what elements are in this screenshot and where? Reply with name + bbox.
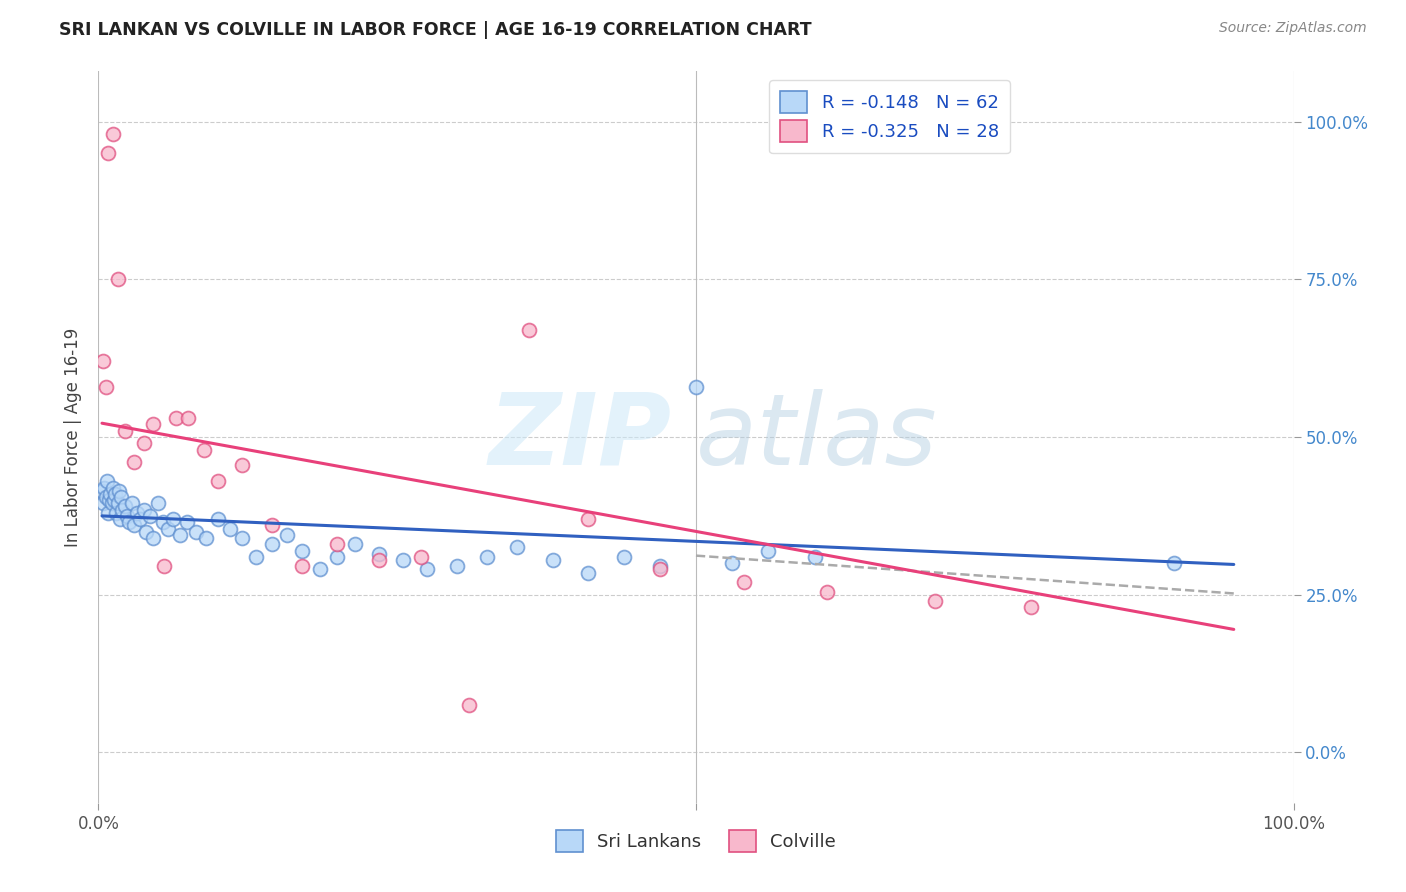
- Point: [162, 512, 184, 526]
- Point: [93, 481, 115, 495]
- Point: [115, 508, 138, 523]
- Point: [118, 515, 141, 529]
- Point: [721, 556, 744, 570]
- Point: [94, 379, 117, 393]
- Point: [110, 490, 132, 504]
- Point: [195, 531, 218, 545]
- Point: [103, 493, 125, 508]
- Point: [231, 458, 253, 473]
- Text: atlas: atlas: [696, 389, 938, 485]
- Point: [804, 549, 827, 564]
- Point: [368, 553, 391, 567]
- Point: [219, 521, 242, 535]
- Point: [815, 584, 838, 599]
- Point: [124, 518, 146, 533]
- Text: ZIP: ZIP: [489, 389, 672, 485]
- Point: [260, 518, 283, 533]
- Point: [107, 496, 129, 510]
- Point: [458, 698, 481, 712]
- Point: [578, 512, 600, 526]
- Point: [260, 537, 283, 551]
- Point: [648, 559, 672, 574]
- Point: [114, 424, 136, 438]
- Point: [132, 502, 155, 516]
- Point: [291, 543, 314, 558]
- Point: [392, 553, 415, 567]
- Point: [475, 549, 498, 564]
- Point: [1163, 556, 1185, 570]
- Point: [685, 379, 707, 393]
- Point: [446, 559, 468, 574]
- Point: [121, 496, 143, 510]
- Point: [506, 541, 529, 555]
- Point: [94, 490, 117, 504]
- Legend: Sri Lankans, Colville: Sri Lankans, Colville: [548, 823, 844, 860]
- Point: [416, 562, 439, 576]
- Point: [132, 436, 155, 450]
- Point: [153, 559, 176, 574]
- Point: [108, 512, 131, 526]
- Point: [207, 512, 229, 526]
- Point: [105, 506, 128, 520]
- Point: [124, 455, 146, 469]
- Point: [733, 575, 755, 590]
- Point: [142, 531, 165, 545]
- Text: Source: ZipAtlas.com: Source: ZipAtlas.com: [1219, 21, 1367, 35]
- Point: [924, 594, 946, 608]
- Point: [91, 483, 114, 498]
- Y-axis label: In Labor Force | Age 16-19: In Labor Force | Age 16-19: [65, 327, 83, 547]
- Point: [91, 354, 114, 368]
- Point: [368, 547, 391, 561]
- Point: [107, 272, 129, 286]
- Point: [308, 562, 330, 576]
- Point: [101, 128, 124, 142]
- Point: [231, 531, 253, 545]
- Point: [193, 442, 215, 457]
- Point: [129, 512, 152, 526]
- Point: [411, 549, 433, 564]
- Point: [176, 515, 198, 529]
- Point: [186, 524, 208, 539]
- Point: [344, 537, 367, 551]
- Point: [125, 506, 148, 520]
- Point: [648, 562, 672, 576]
- Point: [101, 481, 124, 495]
- Point: [152, 515, 174, 529]
- Point: [169, 528, 191, 542]
- Point: [142, 417, 165, 432]
- Point: [177, 411, 200, 425]
- Point: [326, 537, 349, 551]
- Point: [114, 500, 136, 514]
- Point: [245, 549, 267, 564]
- Point: [541, 553, 564, 567]
- Point: [107, 483, 129, 498]
- Point: [97, 146, 120, 161]
- Point: [517, 323, 540, 337]
- Point: [207, 474, 229, 488]
- Point: [165, 411, 187, 425]
- Point: [91, 496, 114, 510]
- Point: [291, 559, 314, 574]
- Point: [276, 528, 298, 542]
- Point: [111, 502, 134, 516]
- Point: [613, 549, 636, 564]
- Point: [326, 549, 349, 564]
- Text: SRI LANKAN VS COLVILLE IN LABOR FORCE | AGE 16-19 CORRELATION CHART: SRI LANKAN VS COLVILLE IN LABOR FORCE | …: [59, 21, 811, 38]
- Point: [135, 524, 157, 539]
- Point: [100, 496, 122, 510]
- Point: [578, 566, 600, 580]
- Point: [98, 493, 121, 508]
- Point: [1019, 600, 1042, 615]
- Point: [756, 543, 779, 558]
- Point: [156, 521, 179, 535]
- Point: [97, 506, 120, 520]
- Point: [104, 487, 127, 501]
- Point: [139, 508, 162, 523]
- Point: [148, 496, 170, 510]
- Point: [96, 474, 118, 488]
- Point: [98, 487, 122, 501]
